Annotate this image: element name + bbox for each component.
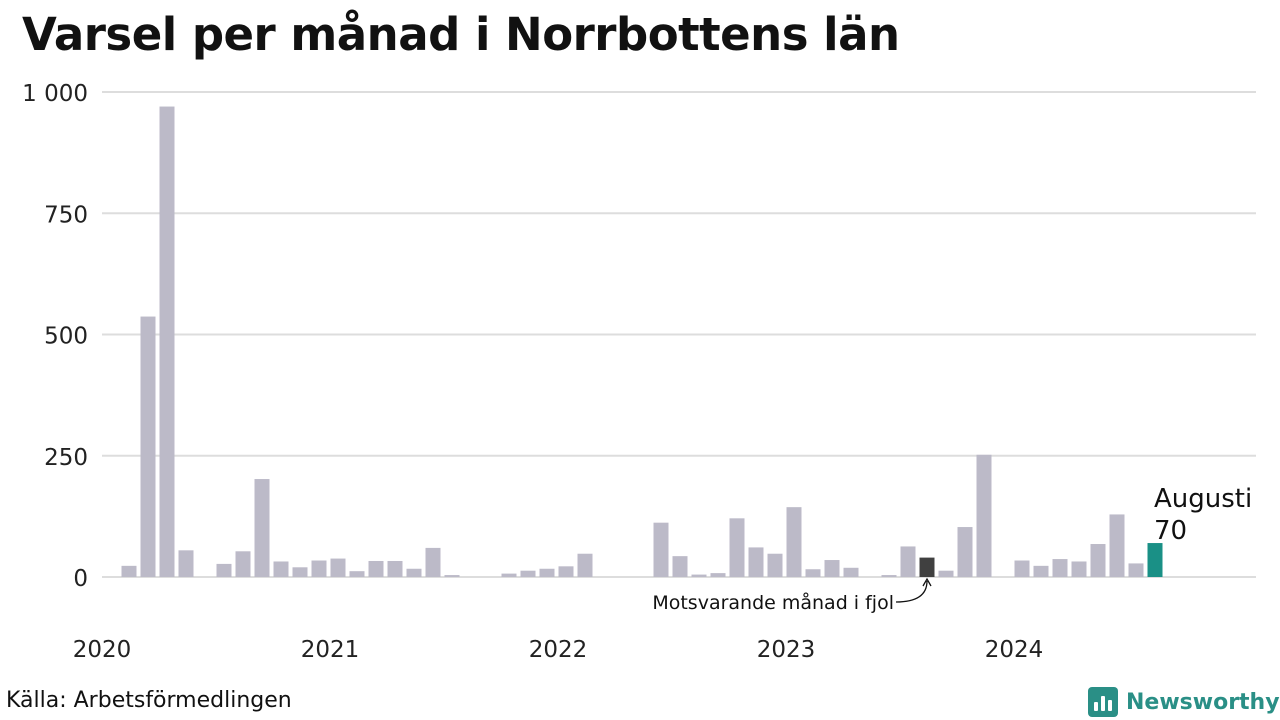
x-axis-tick-labels: 2020 2021 2022 2023 2024 [73,637,1044,663]
y-tick-label: 1 000 [22,81,88,107]
bar [976,454,992,577]
bar [406,568,422,577]
bar [1071,561,1087,577]
x-tick-label: 2022 [529,637,588,663]
bar [387,560,403,577]
bar [729,518,745,577]
bar [273,561,289,577]
bar [748,547,764,577]
bar [539,568,555,577]
bar [1052,559,1068,577]
bar [121,565,137,577]
bar [1090,544,1106,577]
bar [957,527,973,577]
bar [425,547,441,577]
bar-current-month [1147,543,1163,577]
bar [577,553,593,577]
newsworthy-logo-icon [1088,687,1118,717]
bar [710,573,726,577]
bar [653,522,669,577]
bar [235,551,251,577]
x-tick-label: 2021 [301,637,360,663]
x-tick-label: 2020 [73,637,132,663]
bar [558,566,574,577]
bar [330,558,346,577]
current-value-label: 70 [1154,516,1187,546]
bar [691,574,707,577]
x-tick-label: 2024 [985,637,1044,663]
bar [805,569,821,577]
x-tick-label: 2023 [757,637,816,663]
bar [843,567,859,577]
bar [520,570,536,577]
y-tick-label: 250 [44,445,88,471]
bar [1128,563,1144,577]
bar [824,560,840,577]
y-axis-tick-labels: 0 250 500 750 1 000 [22,81,88,592]
bar [1109,514,1125,577]
bar [1033,565,1049,577]
bar [1014,560,1030,577]
bar-chart: 0 250 500 750 1 000 2020 2021 2022 2023 2024 Aug… [22,81,1256,663]
bar [254,479,270,577]
bar [767,553,783,577]
bar [159,106,175,578]
previous-year-label: Motsvarande månad i fjol [652,591,894,614]
bar [216,563,232,577]
bar [938,570,954,577]
annotation-arrowhead [922,577,932,587]
bar [349,571,365,577]
bar-previous-year [919,557,935,577]
bars [121,106,1163,578]
y-tick-label: 750 [44,202,88,228]
gridlines [102,91,1256,578]
bar [786,507,802,577]
bar [881,575,897,577]
brand-name: Newsworthy [1126,689,1280,715]
chart-title: Varsel per månad i Norrbottens län [22,8,900,61]
bar [501,573,517,577]
bar [672,556,688,577]
bar [368,560,384,577]
bar [900,546,916,577]
y-tick-label: 500 [44,324,88,350]
bar [178,550,194,577]
current-month-label: Augusti [1154,484,1252,514]
bar [292,567,308,577]
brand-logo: Newsworthy [1088,684,1280,720]
annotation-arrow [895,580,928,603]
bar [140,316,156,577]
y-tick-label: 0 [73,566,88,592]
source-label: Källa: Arbetsförmedlingen [6,688,292,713]
bar [311,560,327,577]
bar [444,575,460,577]
